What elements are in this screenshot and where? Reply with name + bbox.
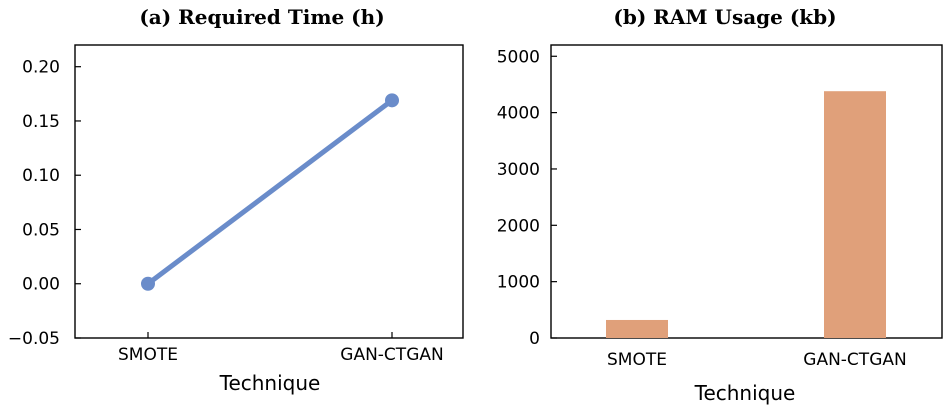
x-axis-b: SMOTE GAN-CTGAN xyxy=(607,332,907,370)
x-tick-label: SMOTE xyxy=(607,350,667,370)
x-axis-label-a: Technique xyxy=(219,371,321,395)
y-tick-label: 2000 xyxy=(497,216,540,236)
x-tick-label: GAN-CTGAN xyxy=(803,350,906,370)
data-point xyxy=(385,93,399,108)
y-tick-label: 0 xyxy=(529,329,540,349)
plot-frame-b xyxy=(550,44,943,339)
y-axis-b: 0 1000 2000 3000 4000 5000 xyxy=(497,47,557,349)
bar xyxy=(606,319,668,338)
y-tick-label: 3000 xyxy=(497,160,540,180)
x-tick-label: GAN-CTGAN xyxy=(340,345,443,365)
y-tick-label: 0.20 xyxy=(22,58,60,78)
y-tick-label: 0.15 xyxy=(22,112,60,132)
y-tick-label: −0.05 xyxy=(8,329,60,349)
series-b xyxy=(606,91,886,338)
chart-title-b: (b) RAM Usage (kb) xyxy=(613,5,836,29)
chart-title-a: (a) Required Time (h) xyxy=(139,5,384,29)
panel-ram-usage: (b) RAM Usage (kb) 0 1000 2000 3000 4000 5000… xyxy=(497,5,943,405)
series-line xyxy=(145,97,395,287)
y-axis-a: −0.05 0.00 0.05 0.10 0.15 0.20 xyxy=(8,58,81,349)
bar xyxy=(824,91,886,338)
x-axis-label-b: Technique xyxy=(694,381,796,405)
x-axis-a: SMOTE GAN-CTGAN xyxy=(118,332,444,365)
y-tick-label: 0.10 xyxy=(22,166,60,186)
panel-required-time: (a) Required Time (h) −0.05 0.00 0.05 0.10 0… xyxy=(8,5,464,395)
series-a xyxy=(141,93,399,291)
y-tick-label: 4000 xyxy=(497,104,540,124)
y-tick-label: 0.00 xyxy=(22,275,60,295)
y-tick-label: 1000 xyxy=(497,273,540,293)
plot-frame-a xyxy=(74,44,464,339)
y-tick-label: 5000 xyxy=(497,47,540,67)
data-point xyxy=(141,276,155,291)
x-tick-label: SMOTE xyxy=(118,345,178,365)
y-tick-label: 0.05 xyxy=(22,220,60,240)
